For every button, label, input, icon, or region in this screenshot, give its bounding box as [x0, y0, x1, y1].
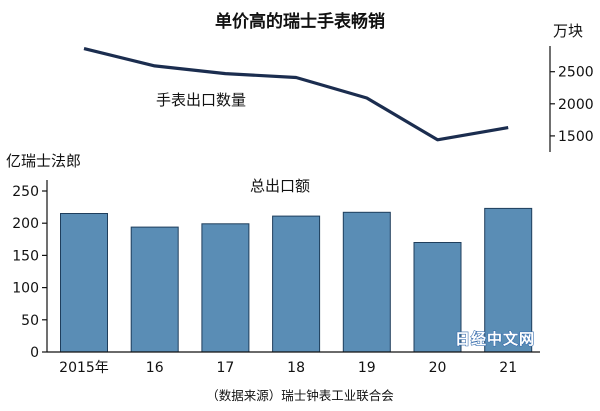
x-label-4: 19	[358, 360, 376, 376]
bar-y-tick-label-5: 250	[12, 184, 39, 200]
chart-title: 单价高的瑞士手表畅销	[215, 11, 385, 32]
bar-5	[413, 242, 462, 353]
x-label-1: 16	[146, 360, 164, 376]
bar-y-ticks: 0 50 100 150 200 250	[12, 184, 47, 361]
source-note: （数据来源）瑞士钟表工业联合会	[206, 388, 394, 403]
bar-6	[484, 207, 533, 353]
bar-1	[130, 226, 179, 353]
x-label-0: 2015年	[59, 360, 109, 376]
line-unit-label: 万块	[553, 22, 583, 40]
bar-y-tick-label-2: 100	[12, 281, 39, 297]
bar-series-label: 总出口额	[250, 177, 310, 195]
bar-0	[60, 213, 108, 353]
line-y-tick-label-1: 2000	[558, 97, 594, 113]
line-series-label: 手表出口数量	[156, 91, 246, 109]
line-y-tick-label-2: 2500	[558, 65, 594, 81]
x-label-3: 18	[287, 360, 305, 376]
line-series-export-volume	[83, 47, 509, 142]
line-y-ticks: 1500 2000 2500	[550, 65, 594, 145]
x-label-5: 20	[429, 360, 447, 376]
x-axis-labels: 2015年 16 17 18 19 20 21	[59, 360, 517, 376]
bar-y-tick-label-0: 0	[30, 345, 39, 361]
bar-y-tick-label-1: 50	[21, 313, 39, 329]
x-label-6: 21	[499, 360, 517, 376]
bar-y-tick-label-3: 150	[12, 248, 39, 264]
x-label-2: 17	[216, 360, 234, 376]
bar-2	[201, 223, 250, 353]
watermark-logo: 日经中文网	[455, 330, 535, 348]
line-y-tick-label-0: 1500	[558, 129, 594, 145]
bar-y-tick-label-4: 200	[12, 216, 39, 232]
bar-unit-label: 亿瑞士法郎	[6, 152, 81, 170]
bar-4	[342, 211, 391, 353]
bar-3	[272, 215, 321, 353]
